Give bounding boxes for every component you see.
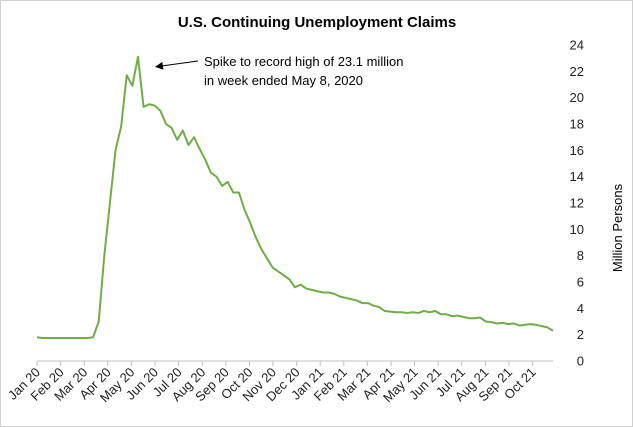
- y-axis-label: Million Persons: [610, 183, 625, 272]
- y-tick-label: 14: [570, 169, 584, 184]
- y-tick-label: 18: [570, 117, 584, 132]
- y-tick-label: 12: [570, 196, 584, 211]
- y-tick-label: 20: [570, 90, 584, 105]
- y-tick-label: 24: [570, 38, 584, 53]
- y-tick-label: 16: [570, 143, 584, 158]
- annotation: Spike to record high of 23.1 million in …: [155, 54, 403, 88]
- y-tick-label: 2: [577, 327, 584, 342]
- y-tick-label: 22: [570, 64, 584, 79]
- y-tick-label: 4: [577, 301, 584, 316]
- annotation-line-2: in week ended May 8, 2020: [204, 73, 363, 88]
- y-tick-label: 0: [577, 354, 584, 369]
- annotation-arrow: [155, 60, 199, 70]
- y-tick-label: 6: [577, 275, 584, 290]
- annotation-line-1: Spike to record high of 23.1 million: [204, 54, 403, 69]
- y-tick-label: 8: [577, 248, 584, 263]
- y-tick-label: 10: [570, 222, 584, 237]
- chart-title: U.S. Continuing Unemployment Claims: [178, 14, 456, 31]
- series-line: [36, 55, 554, 339]
